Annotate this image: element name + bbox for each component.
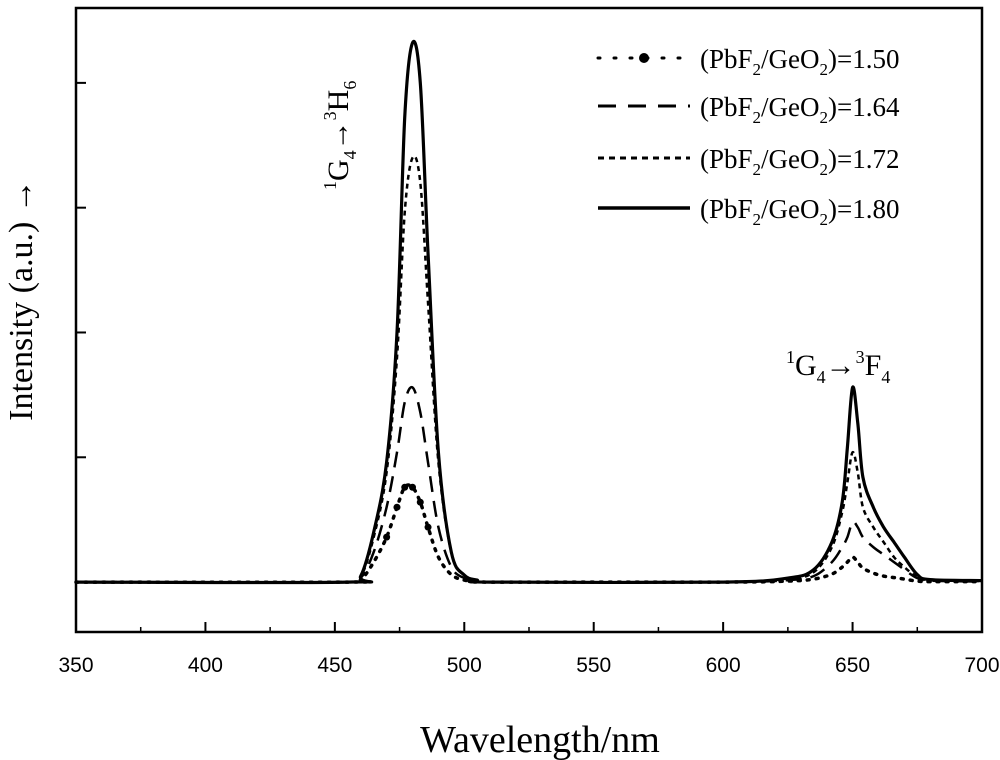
legend: (PbF2/GeO2)=1.50 (PbF2/GeO2)=1.64 (PbF2/… [596,44,900,229]
x-axis-title: Wavelength/nm [420,719,660,760]
svg-text:(PbF2/GeO2)=1.50: (PbF2/GeO2)=1.50 [700,44,899,79]
series-1-marker [424,523,432,531]
series-line-2 [75,385,983,584]
svg-text:(PbF2/GeO2)=1.72: (PbF2/GeO2)=1.72 [700,144,899,179]
series-line-4 [75,39,983,585]
svg-text:(PbF2/GeO2)=1.80: (PbF2/GeO2)=1.80 [700,194,899,229]
series-1-marker [409,483,417,491]
x-axis-ticks: 350 400 450 500 550 600 650 700 [58,622,1000,677]
x-tick-label: 650 [835,654,870,677]
peak-annotation-1G4-3F4: 1G4→3F4 [786,347,890,387]
svg-text:(PbF2/GeO2)=1.64: (PbF2/GeO2)=1.64 [700,92,900,127]
legend-entry-1: (PbF2/GeO2)=1.50 [596,44,899,79]
legend-entry-4: (PbF2/GeO2)=1.80 [598,194,899,229]
x-tick-label: 400 [188,654,223,677]
y-axis-ticks [76,81,86,584]
x-tick-label: 550 [576,654,611,677]
x-tick-label: 350 [58,654,93,677]
series-1-marker [416,498,424,506]
series-1-marker [383,533,391,541]
y-axis-title: Intensity (a.u.) → [3,179,40,421]
peak-annotation-1G4-3H6: 1G4→3H6 [320,81,360,190]
x-tick-label: 450 [317,654,352,677]
x-tick-label: 700 [964,654,999,677]
x-tick-label: 600 [706,654,741,677]
legend-entry-2: (PbF2/GeO2)=1.64 [598,92,900,127]
series-lines [74,39,984,585]
x-tick-label: 500 [447,654,482,677]
series-line-1 [74,483,984,585]
series-1-marker [401,483,409,491]
legend-entry-3: (PbF2/GeO2)=1.72 [598,144,899,179]
series-1-marker [393,503,401,511]
